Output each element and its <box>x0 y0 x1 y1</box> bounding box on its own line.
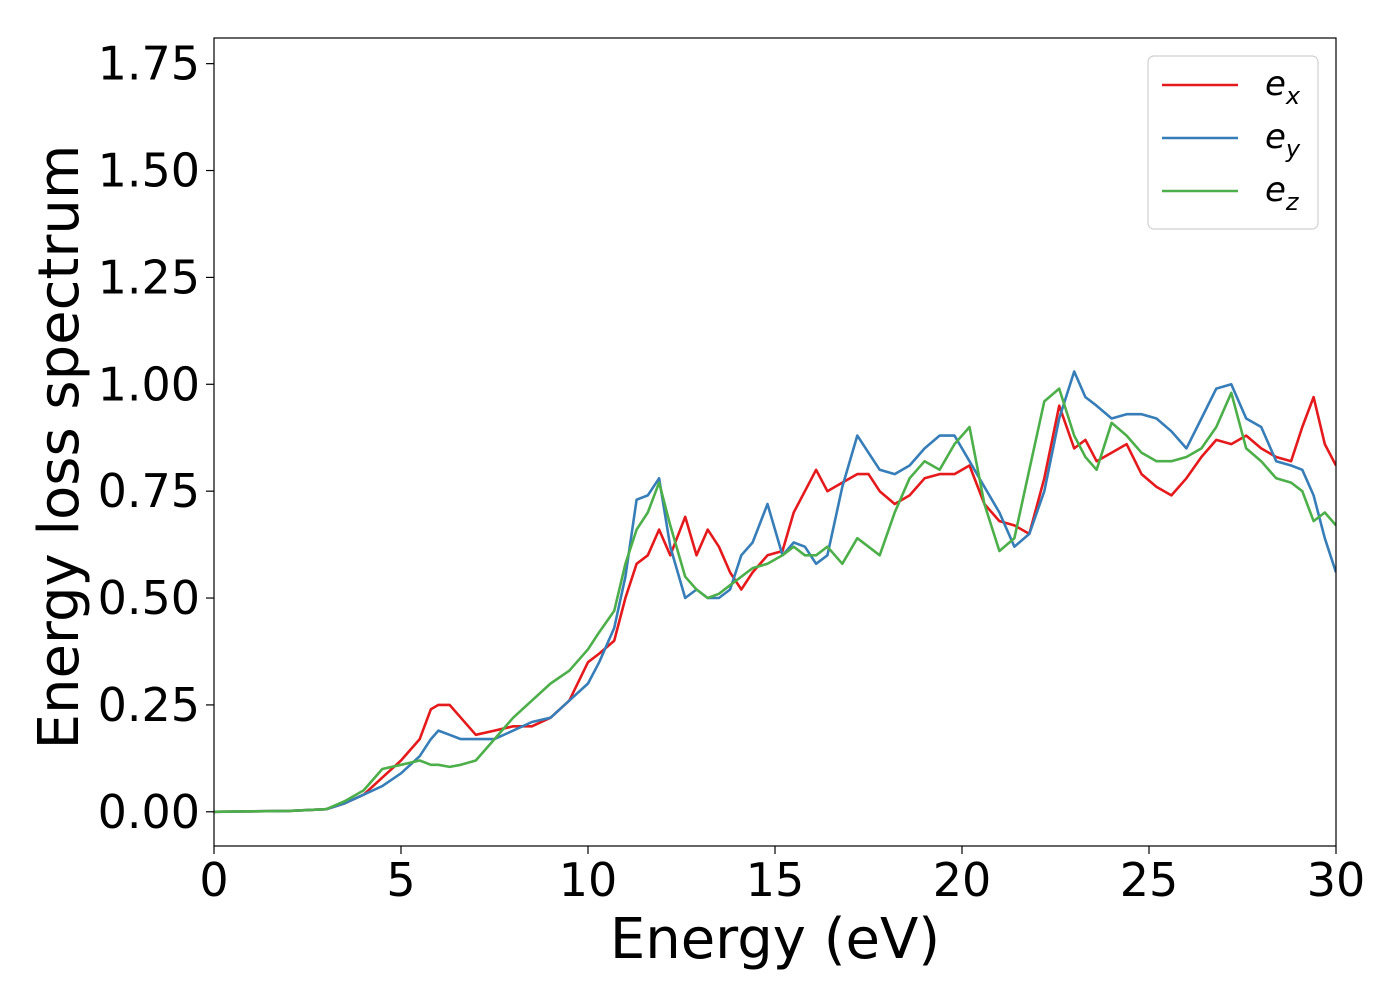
y-tick-label: 1.75 <box>98 37 200 91</box>
legend: ex ey ez <box>1147 55 1319 230</box>
legend-label-e-y: ey <box>1265 117 1301 163</box>
x-tick-label: 25 <box>1120 853 1179 907</box>
series-line-e-x <box>214 395 1336 814</box>
plot-lines <box>214 370 1336 814</box>
y-tick-label: 0.25 <box>98 678 200 732</box>
x-tick-label: 15 <box>746 853 805 907</box>
x-axis: 0 5 10 15 20 25 30 <box>199 846 1365 907</box>
series-line-e-z <box>214 387 1336 814</box>
x-tick-label: 0 <box>199 853 228 907</box>
y-tick-label: 0.75 <box>98 464 200 518</box>
x-axis-label: Energy (eV) <box>610 907 940 972</box>
x-tick-label: 10 <box>559 853 618 907</box>
y-tick-label: 0.00 <box>98 785 200 839</box>
y-tick-label: 1.50 <box>98 144 200 198</box>
legend-label-e-x: ex <box>1265 64 1301 110</box>
y-axis-label: Energy loss spectrum <box>27 145 92 750</box>
y-tick-label: 1.25 <box>98 250 200 304</box>
legend-box <box>1147 55 1319 230</box>
series-line-e-y <box>214 370 1336 814</box>
x-tick-label: 5 <box>386 853 415 907</box>
legend-label-e-z: ez <box>1265 170 1300 216</box>
y-axis: 0.00 0.25 0.50 0.75 1.00 1.25 1.50 1.75 <box>98 37 214 839</box>
x-tick-label: 20 <box>933 853 992 907</box>
y-tick-label: 1.00 <box>98 357 200 411</box>
y-tick-label: 0.50 <box>98 571 200 625</box>
x-tick-label: 30 <box>1307 853 1366 907</box>
